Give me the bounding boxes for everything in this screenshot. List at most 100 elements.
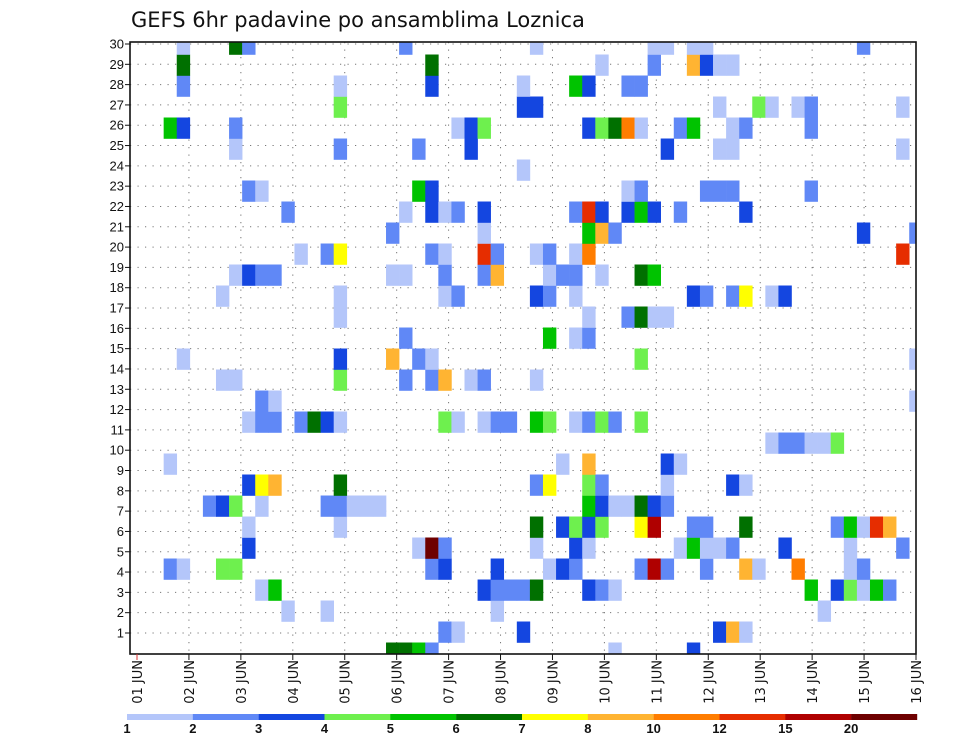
heatmap-cell: [399, 327, 413, 349]
heatmap-cell: [660, 474, 675, 496]
heatmap-cell: [556, 453, 570, 475]
heatmap-cell: [333, 243, 348, 265]
heatmap-cell: [713, 138, 727, 160]
y-tick-label: 22: [110, 199, 124, 214]
heatmap-cell: [268, 264, 282, 286]
heatmap-cell: [464, 117, 478, 139]
heatmap-cell: [804, 117, 818, 139]
heatmap-cell: [647, 42, 661, 55]
heatmap-cell: [255, 474, 269, 496]
heatmap-cell: [686, 54, 701, 76]
heatmap-cell: [229, 495, 243, 517]
colorbar-swatch: [258, 714, 325, 720]
heatmap-cell: [412, 537, 426, 559]
heatmap-cell: [346, 495, 361, 517]
heatmap-cell: [281, 201, 295, 223]
y-tick-label: 13: [110, 382, 124, 397]
heatmap-cell: [425, 180, 439, 202]
heatmap-cell: [647, 495, 661, 517]
colorbar-label: 5: [387, 721, 394, 736]
heatmap-cell: [843, 537, 858, 559]
colorbar-label: 2: [189, 721, 196, 736]
heatmap-cell: [647, 306, 661, 328]
heatmap-cell: [896, 537, 910, 559]
heatmap-cell: [713, 180, 727, 202]
heatmap-cell: [438, 243, 452, 265]
y-tick-label: 28: [110, 77, 124, 92]
heatmap-cell: [673, 117, 688, 139]
y-tick-label: 8: [117, 483, 124, 498]
heatmap-cell: [320, 411, 334, 433]
heatmap-cell: [176, 558, 191, 580]
heatmap-cell: [634, 411, 648, 433]
heatmap-cell: [582, 453, 596, 475]
heatmap-cell: [255, 411, 269, 433]
heatmap-cell: [542, 474, 557, 496]
heatmap-cell: [320, 600, 334, 622]
y-tick-label: 9: [117, 463, 124, 478]
colorbar-swatch: [390, 714, 457, 720]
heatmap-cell: [333, 495, 348, 517]
heatmap-cell: [634, 495, 648, 517]
heatmap-cell: [242, 264, 256, 286]
heatmap-cell: [791, 432, 805, 454]
heatmap-cell: [634, 180, 648, 202]
heatmap-cell: [699, 180, 714, 202]
x-tick-label: 13 JUN: [754, 660, 769, 704]
heatmap-cell: [686, 516, 701, 538]
heatmap-cell: [582, 117, 596, 139]
heatmap-cell: [595, 264, 609, 286]
heatmap-cell: [438, 201, 452, 223]
y-tick-label: 25: [110, 138, 124, 153]
heatmap-cell: [621, 306, 635, 328]
heatmap-cell: [425, 348, 439, 370]
heatmap-cell: [503, 579, 518, 601]
heatmap-cell: [242, 42, 256, 55]
heatmap-cell: [425, 642, 439, 654]
heatmap-cell: [634, 516, 648, 538]
heatmap-cell: [582, 222, 596, 244]
heatmap-cell: [621, 495, 635, 517]
heatmap-cell: [333, 411, 348, 433]
heatmap-cell: [333, 96, 348, 118]
heatmap-cell: [621, 180, 635, 202]
heatmap-cell: [804, 432, 818, 454]
heatmap-cell: [242, 537, 256, 559]
heatmap-cell: [582, 474, 596, 496]
heatmap-cell: [503, 411, 518, 433]
colorbar-label: 1: [123, 721, 130, 736]
x-tick-label: 15 JUN: [858, 660, 873, 704]
y-tick-label: 14: [110, 361, 124, 376]
heatmap-cell: [726, 285, 740, 307]
heatmap-cell: [634, 117, 648, 139]
heatmap-cell: [438, 411, 452, 433]
x-tick-label: 14 JUN: [806, 660, 821, 704]
heatmap-cell: [621, 201, 635, 223]
heatmap-cell: [621, 117, 635, 139]
heatmap-cell: [176, 42, 191, 55]
heatmap-cell: [830, 516, 845, 538]
heatmap-cell: [215, 369, 230, 391]
heatmap-cell: [778, 432, 792, 454]
x-tick-label: 09 JUN: [546, 660, 561, 704]
colorbar-swatch: [522, 714, 589, 720]
heatmap-cell: [451, 117, 465, 139]
heatmap-cell: [608, 495, 622, 517]
x-tick-label: 01 JUN: [131, 660, 146, 704]
heatmap-cell: [215, 558, 230, 580]
heatmap-cell: [765, 285, 779, 307]
y-tick-label: 24: [110, 158, 124, 173]
heatmap-cell: [451, 201, 465, 223]
heatmap-cell: [229, 117, 243, 139]
colorbar-swatch: [127, 714, 194, 720]
heatmap-cell: [856, 579, 871, 601]
heatmap-cell: [333, 474, 348, 496]
heatmap-cell: [660, 138, 675, 160]
heatmap-cell: [255, 495, 269, 517]
heatmap-cell: [569, 75, 583, 97]
y-tick-label: 29: [110, 57, 124, 72]
heatmap-cell: [425, 54, 439, 76]
heatmap-cell: [843, 558, 858, 580]
colorbar-swatch: [192, 714, 259, 720]
heatmap-cell: [647, 516, 661, 538]
